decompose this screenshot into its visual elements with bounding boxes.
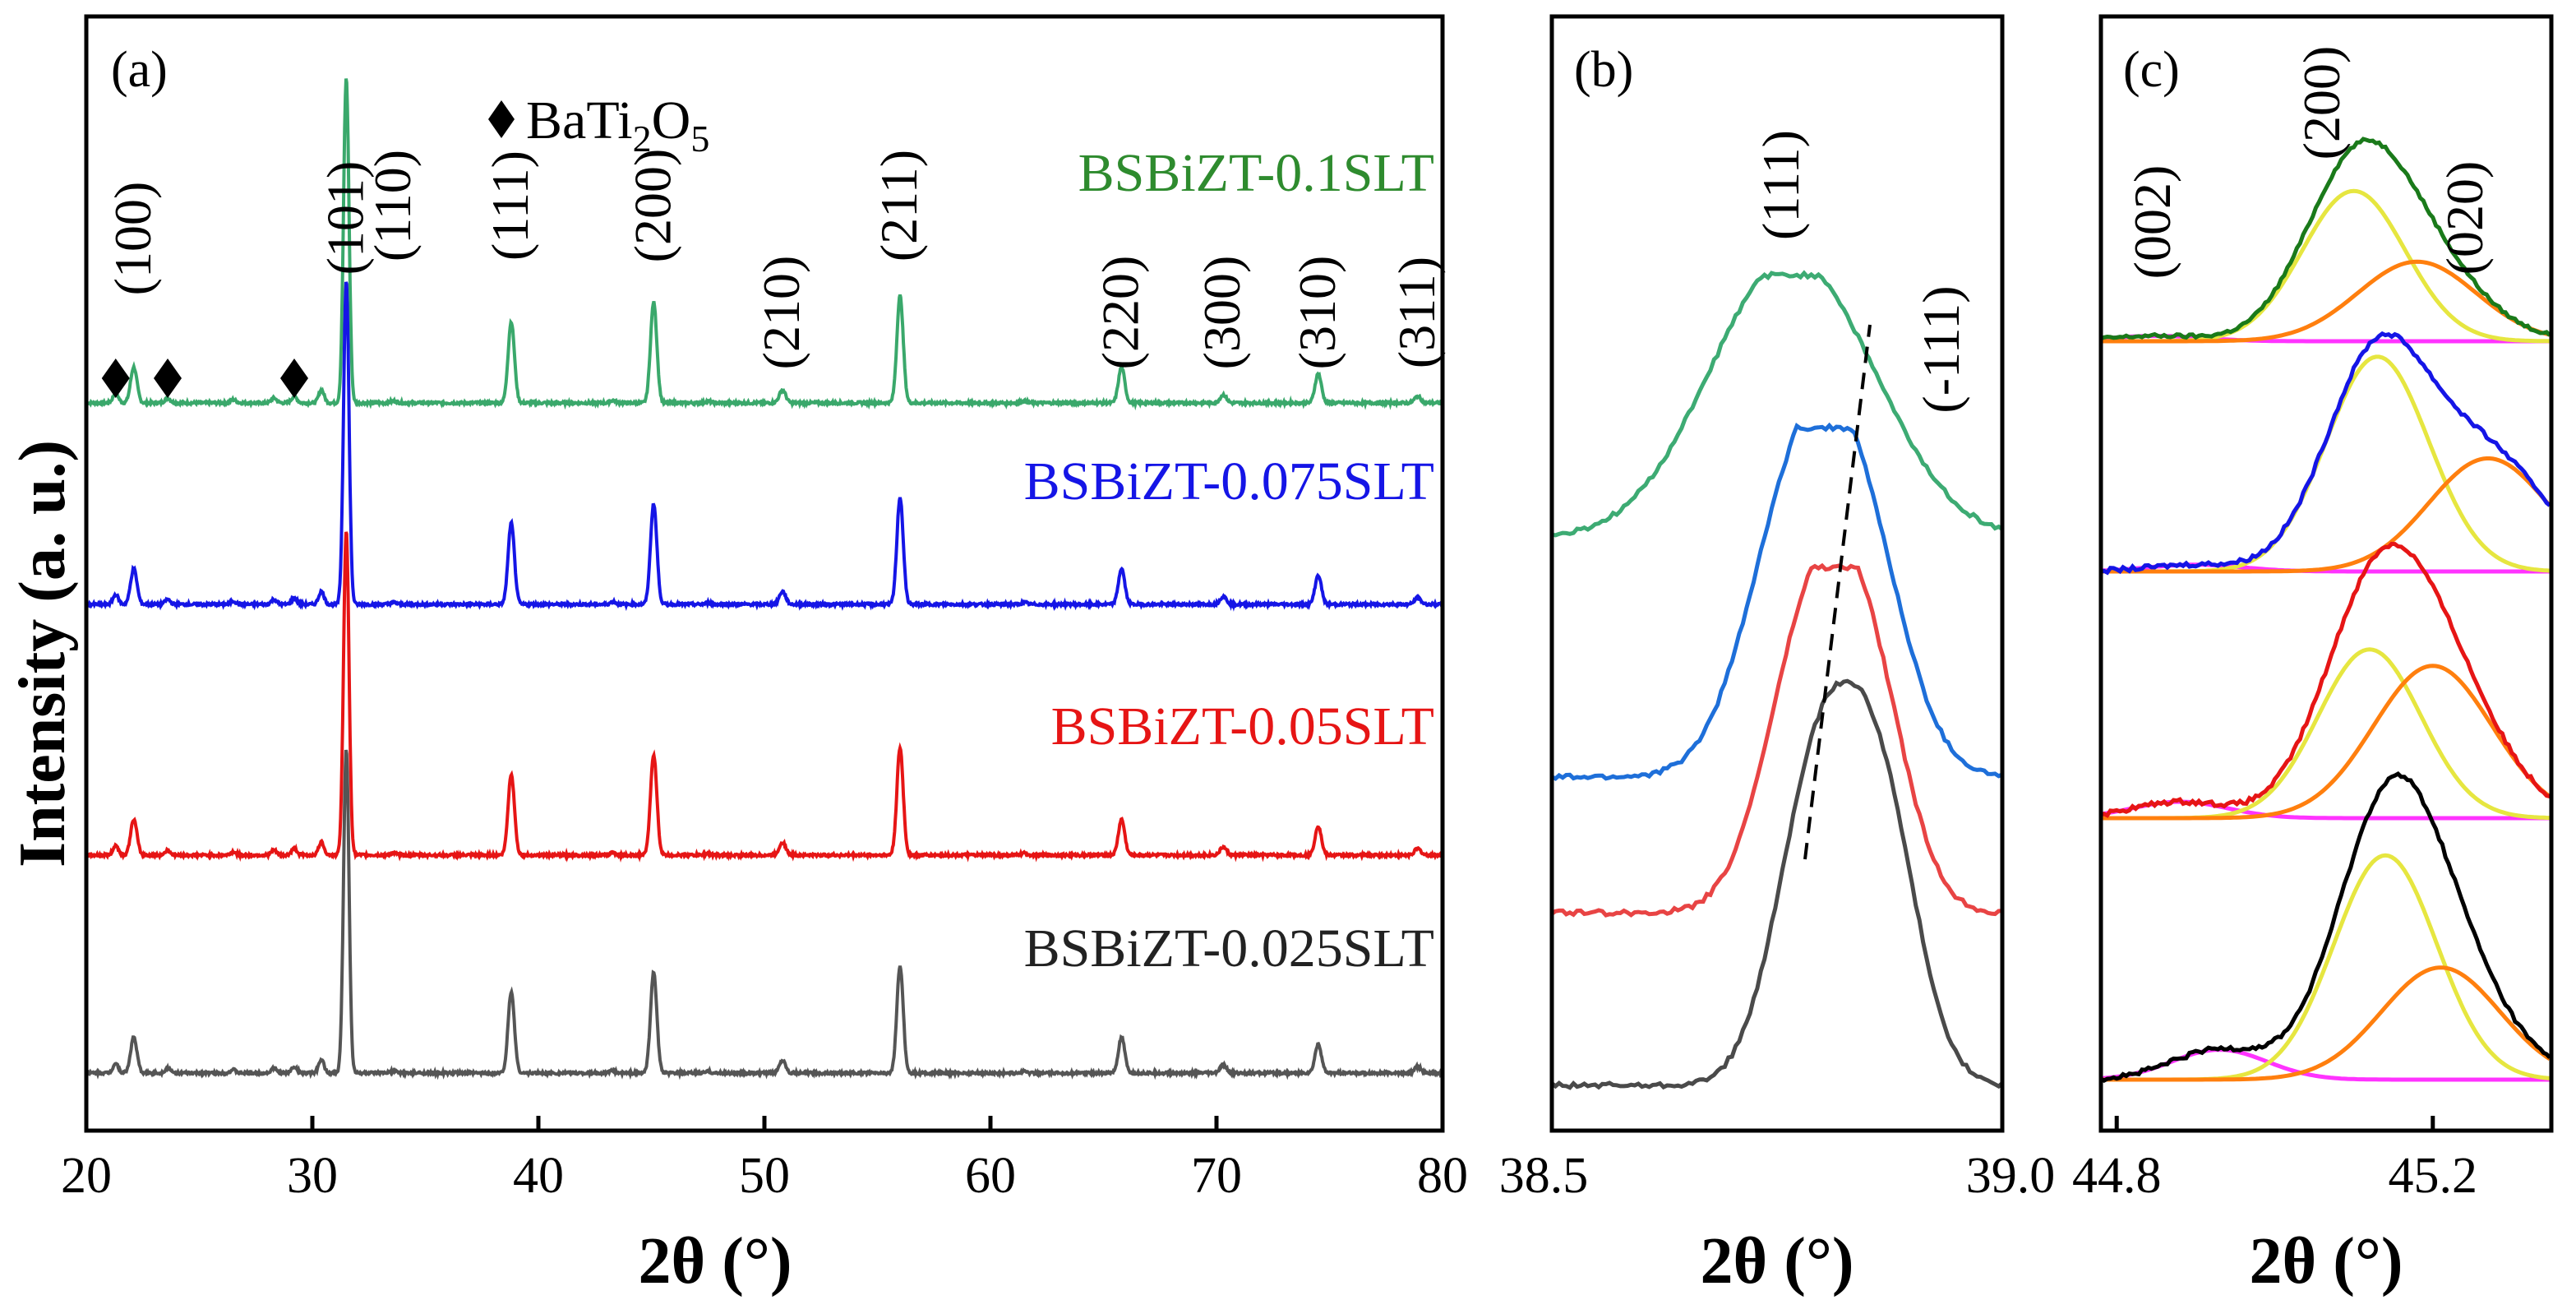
panel-a-peak-labels: (100) (101)(110) (111) (200) (210) (211) (220)… (104, 149, 1446, 370)
fit-020-curve (2101, 664, 2551, 821)
panel-a-curves (85, 78, 1444, 1080)
panel-b: (b) (111) (-111) 38.5 39.0 2θ (°) (1499, 14, 2056, 1298)
peak-label: (220) (1092, 256, 1150, 370)
peak-label: (311) (1387, 257, 1446, 368)
peak-label: (110) (363, 150, 422, 261)
secondary-phase-diamond-icon (101, 359, 130, 398)
panel-a-ylabel: Intensity (a. u.) (7, 440, 79, 867)
panel-c-peak-002: (002) (2123, 165, 2181, 280)
x-tick-label: 50 (739, 1148, 790, 1204)
panel-a: (a) BaTi2O5 BSBiZT-0.1SLT BSBiZT-0.075SLT… (7, 14, 1468, 1298)
x-tick-label: 80 (1417, 1148, 1468, 1204)
panel-b-frame (1549, 14, 2005, 1133)
xrd-curve-b-2 (1550, 562, 2003, 918)
xrd-curve-b-1 (1550, 422, 2003, 781)
xrd-curve-b-0 (1551, 270, 2004, 538)
panel-a-xlabel: 2θ (°) (638, 1225, 792, 1298)
panel-b-xticks: 38.5 39.0 (1499, 1116, 2056, 1204)
panel-c-curves (2099, 136, 2551, 1083)
panel-b-curves (1550, 270, 2004, 1090)
xrd-curve-a-3 (85, 749, 1443, 1080)
xrd-curve-a-1 (85, 281, 1444, 612)
panel-c-frame (2098, 14, 2554, 1133)
peak-label: (111) (481, 150, 539, 261)
panel-c: (c) (002) (200) (020) 44.8 45.2 2θ (°) (2072, 14, 2554, 1298)
xrd-curve-c-2 (2100, 541, 2551, 818)
series-label: BSBiZT-0.1SLT (1078, 143, 1434, 203)
peak-label: (101) (316, 161, 374, 275)
panel-c-peak-200: (200) (2292, 46, 2351, 160)
panel-a-xticks: 20 30 40 50 60 70 80 (61, 1116, 1468, 1204)
xrd-curve-c-3 (2099, 771, 2551, 1083)
x-tick-label: 60 (965, 1148, 1016, 1204)
panel-c-peak-020: (020) (2435, 161, 2494, 275)
series-label: BSBiZT-0.075SLT (1024, 451, 1434, 511)
panel-a-label: (a) (111, 42, 168, 98)
fit-020-curve (2101, 259, 2551, 344)
xrd-curve-a-0 (85, 78, 1443, 411)
x-tick-label: 70 (1191, 1148, 1242, 1204)
x-tick-label: 45.2 (2389, 1148, 2478, 1204)
peak-label: (300) (1193, 256, 1251, 370)
series-label: BSBiZT-0.05SLT (1051, 696, 1434, 756)
x-tick-label: 20 (61, 1148, 112, 1204)
xrd-curve-b-3 (1550, 678, 2004, 1090)
fit-020-curve (2101, 456, 2551, 574)
peak-label: (310) (1288, 256, 1346, 370)
panel-b-peak-m111: (-111) (1912, 285, 1970, 413)
peak-label: (200) (623, 149, 681, 263)
peak-label: (211) (870, 150, 928, 261)
x-tick-label: 40 (513, 1148, 564, 1204)
panel-b-label: (b) (1574, 42, 1633, 98)
panel-a-series-labels: BSBiZT-0.1SLT BSBiZT-0.075SLT BSBiZT-0.05S… (1024, 143, 1434, 978)
x-tick-label: 38.5 (1499, 1148, 1589, 1204)
panel-b-peak-111: (111) (1752, 130, 1810, 240)
panel-c-xlabel: 2θ (°) (2249, 1225, 2403, 1298)
legend-bati2o5-label: BaTi2O5 (526, 90, 709, 160)
panel-b-shift-guide (1803, 324, 1872, 860)
diamond-marker-icon (488, 100, 515, 138)
peak-label: (100) (104, 182, 162, 296)
xrd-curve-c-0 (2100, 136, 2551, 341)
fit-200-curve (2101, 354, 2551, 574)
secondary-phase-diamond-icon (280, 359, 308, 398)
legend-bati2o5: BaTi2O5 (488, 90, 709, 160)
x-tick-label: 44.8 (2072, 1148, 2162, 1204)
peak-label: (210) (752, 256, 810, 370)
xrd-curve-a-2 (85, 531, 1443, 863)
panel-c-label: (c) (2123, 42, 2180, 98)
x-tick-label: 30 (287, 1148, 338, 1204)
panel-a-marks (101, 359, 308, 398)
x-tick-label: 39.0 (1966, 1148, 2056, 1204)
xrd-curve-c-1 (2100, 331, 2551, 576)
fit-200-curve (2101, 853, 2551, 1082)
panel-c-xticks: 44.8 45.2 (2072, 1116, 2477, 1204)
panel-b-xlabel: 2θ (°) (1700, 1225, 1854, 1298)
secondary-phase-diamond-icon (154, 359, 182, 398)
fit-020-curve (2101, 965, 2551, 1082)
series-label: BSBiZT-0.025SLT (1024, 918, 1434, 978)
